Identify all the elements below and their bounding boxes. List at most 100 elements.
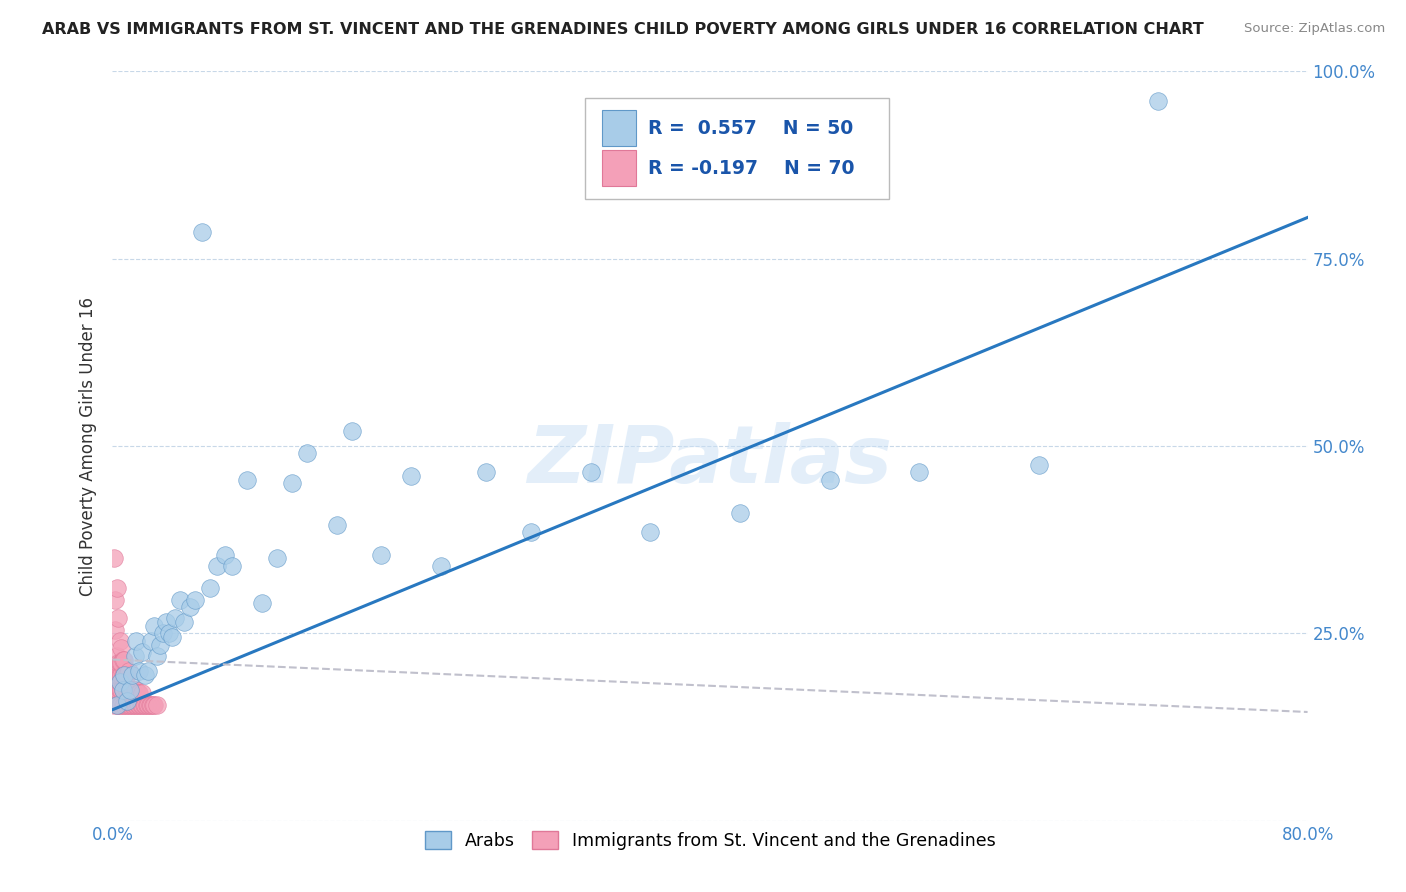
Point [131, 686, 153, 700]
Point [198, 582, 221, 596]
Point [138, 698, 160, 712]
Point [818, 473, 841, 487]
Point [110, 698, 132, 712]
Point [115, 667, 138, 681]
Point [122, 698, 145, 712]
Point [640, 525, 662, 540]
Point [183, 592, 205, 607]
Point [110, 667, 132, 681]
Point [105, 582, 128, 596]
Y-axis label: Child Poverty Among Girls Under 16: Child Poverty Among Girls Under 16 [79, 296, 97, 596]
Point [103, 698, 125, 712]
Point [121, 698, 143, 712]
Point [281, 476, 304, 491]
Point [111, 682, 134, 697]
Point [108, 633, 131, 648]
Point [266, 551, 288, 566]
Point [111, 698, 134, 712]
Point [105, 682, 128, 697]
Point [103, 664, 125, 678]
Point [149, 638, 172, 652]
Point [114, 652, 135, 666]
Point [340, 424, 363, 438]
Point [124, 648, 146, 663]
Point [107, 698, 129, 712]
Point [191, 226, 214, 240]
Point [155, 615, 177, 629]
Point [117, 667, 139, 681]
Point [111, 652, 134, 666]
Point [370, 548, 392, 562]
Point [105, 648, 128, 663]
Point [118, 698, 141, 712]
Point [135, 698, 157, 712]
Point [157, 626, 180, 640]
Point [105, 698, 128, 712]
Point [110, 682, 132, 697]
Point [120, 682, 142, 697]
Point [115, 682, 138, 697]
FancyBboxPatch shape [585, 97, 890, 199]
Point [122, 682, 145, 697]
Point [114, 667, 135, 681]
Point [103, 551, 125, 566]
Point [108, 682, 131, 697]
Point [162, 630, 183, 644]
Point [165, 611, 187, 625]
Point [114, 698, 135, 712]
Point [908, 465, 931, 479]
Point [118, 664, 141, 678]
Point [139, 698, 162, 712]
Point [131, 645, 153, 659]
Point [120, 682, 142, 697]
Point [118, 682, 141, 697]
Point [108, 667, 131, 681]
Point [173, 615, 195, 629]
Point [142, 698, 165, 712]
Text: Source: ZipAtlas.com: Source: ZipAtlas.com [1244, 22, 1385, 36]
Point [143, 698, 166, 712]
Point [108, 675, 131, 690]
Legend: Arabs, Immigrants from St. Vincent and the Grenadines: Arabs, Immigrants from St. Vincent and t… [418, 824, 1002, 857]
Point [1028, 458, 1050, 472]
Point [295, 446, 318, 460]
Point [124, 698, 146, 712]
Point [125, 682, 148, 697]
Point [221, 558, 243, 573]
Point [105, 698, 128, 712]
FancyBboxPatch shape [603, 111, 636, 146]
Point [117, 698, 139, 712]
Point [127, 698, 149, 712]
Point [475, 465, 498, 479]
Point [401, 469, 423, 483]
Point [110, 657, 132, 671]
Text: ZIPatlas: ZIPatlas [527, 422, 893, 500]
Point [169, 592, 191, 607]
Point [104, 667, 127, 681]
Point [134, 667, 156, 681]
Point [107, 667, 129, 681]
Point [127, 686, 149, 700]
Point [107, 682, 129, 697]
Point [121, 667, 143, 681]
Point [579, 465, 602, 479]
Point [138, 664, 160, 678]
Point [146, 698, 169, 712]
Point [105, 667, 128, 681]
Point [107, 657, 129, 671]
Text: ARAB VS IMMIGRANTS FROM ST. VINCENT AND THE GRENADINES CHILD POVERTY AMONG GIRLS: ARAB VS IMMIGRANTS FROM ST. VINCENT AND … [42, 22, 1204, 37]
Point [108, 698, 131, 712]
Point [104, 592, 127, 607]
Point [430, 558, 453, 573]
Point [111, 667, 134, 681]
Point [117, 682, 139, 697]
Point [120, 698, 142, 712]
Point [141, 633, 163, 648]
Point [110, 641, 132, 656]
Point [129, 698, 152, 712]
Point [143, 619, 166, 633]
Point [104, 623, 127, 637]
Point [128, 664, 150, 678]
Point [114, 682, 135, 697]
Point [132, 698, 155, 712]
